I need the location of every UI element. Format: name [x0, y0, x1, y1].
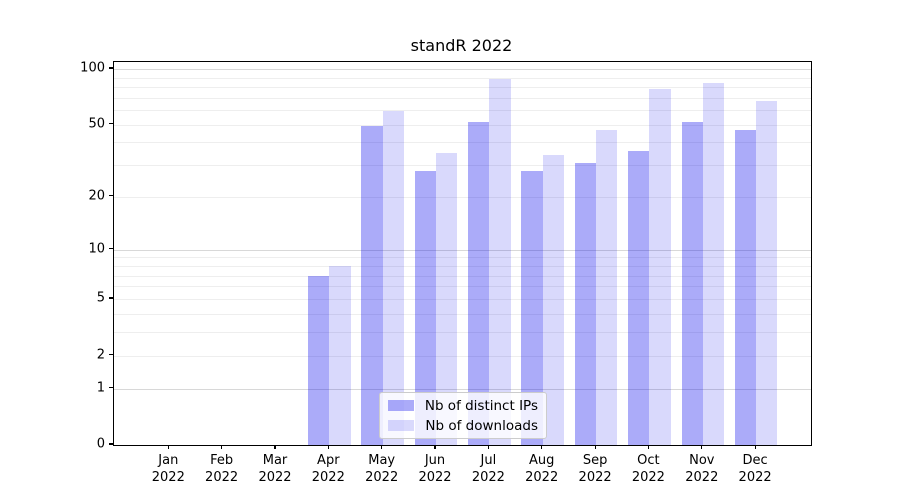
- x-tick: [594, 445, 596, 450]
- x-tick-label: Jun 2022: [418, 453, 452, 485]
- y-tick-label: 0: [96, 436, 105, 452]
- bar-ips-aug: [521, 170, 543, 445]
- x-tick-label: Dec 2022: [738, 453, 772, 485]
- bar-ips-dec: [734, 129, 757, 445]
- x-tick: [381, 445, 383, 450]
- gridline: [114, 257, 811, 259]
- x-tick: [754, 445, 756, 450]
- gridline: [114, 110, 811, 111]
- y-tick: [108, 67, 113, 69]
- bar-ips-oct: [628, 150, 650, 445]
- gridline: [114, 97, 811, 99]
- bar-ips-sep: [574, 162, 597, 445]
- bar-ips-jul: [468, 121, 490, 445]
- x-tick-label: Oct 2022: [631, 453, 665, 485]
- gridline: [114, 142, 811, 144]
- y-tick: [108, 123, 113, 125]
- y-tick-label: 100: [80, 60, 105, 76]
- bar-downloads-oct: [649, 89, 671, 445]
- y-tick-label: 1: [96, 380, 105, 395]
- x-tick: [434, 445, 436, 450]
- x-tick-label: Feb 2022: [205, 453, 239, 485]
- y-tick-label: 10: [88, 241, 105, 257]
- legend: Nb of distinct IPs Nb of downloads: [379, 392, 547, 439]
- bar-ips-jun: [414, 170, 436, 445]
- x-tick: [221, 445, 223, 450]
- gridline: [114, 313, 811, 315]
- bar-downloads-may: [382, 111, 404, 445]
- legend-swatch-ips: [388, 400, 414, 411]
- legend-label-downloads: Nb of downloads: [425, 417, 538, 434]
- bar-ips-nov: [681, 121, 703, 445]
- x-tick-label: Aug 2022: [525, 453, 559, 485]
- bar-downloads-jun: [436, 153, 458, 445]
- x-tick: [541, 445, 543, 450]
- x-tick: [327, 445, 329, 450]
- x-tick-label: Nov 2022: [685, 453, 719, 485]
- y-tick: [108, 248, 113, 250]
- gridline: [114, 275, 811, 277]
- x-tick: [647, 445, 649, 450]
- gridline: [114, 286, 811, 288]
- gridline: [114, 299, 811, 300]
- bar-downloads-apr: [329, 266, 351, 445]
- y-tick-label: 20: [88, 188, 105, 204]
- gridline: [114, 266, 811, 267]
- bar-ips-apr: [308, 275, 330, 445]
- bar-downloads-aug: [542, 155, 564, 445]
- x-tick: [274, 445, 276, 450]
- gridline: [114, 77, 811, 79]
- gridline: [114, 86, 811, 88]
- y-tick-label: 5: [96, 290, 105, 306]
- gridline: [114, 355, 811, 357]
- y-tick: [108, 353, 113, 356]
- gridline: [114, 69, 811, 70]
- gridline: [114, 388, 811, 390]
- x-tick-label: Jul 2022: [471, 453, 505, 485]
- x-tick: [487, 445, 489, 450]
- plot-area: Nb of distinct IPs Nb of downloads: [113, 61, 812, 446]
- legend-item-ips: Nb of distinct IPs: [388, 398, 538, 414]
- legend-swatch-downloads: [388, 420, 414, 431]
- chart-title: standR 2022: [410, 36, 513, 55]
- gridline: [114, 332, 811, 333]
- y-tick: [108, 443, 113, 445]
- x-tick-label: Apr 2022: [311, 453, 345, 485]
- gridline: [114, 196, 811, 198]
- bar-downloads-sep: [596, 129, 618, 445]
- bar-downloads-jul: [489, 79, 511, 445]
- x-tick-label: Sep 2022: [578, 453, 612, 485]
- bar-downloads-dec: [756, 101, 778, 445]
- bar-ips-may: [361, 126, 383, 445]
- y-tick: [108, 297, 113, 299]
- bar-downloads-nov: [702, 83, 725, 445]
- y-tick-label: 2: [96, 347, 105, 362]
- gridline: [114, 124, 811, 126]
- x-tick-label: Jan 2022: [151, 453, 185, 485]
- y-tick: [108, 195, 113, 197]
- y-tick: [108, 386, 113, 389]
- gridline: [114, 249, 811, 251]
- legend-item-downloads: Nb of downloads: [388, 418, 538, 434]
- legend-label-ips: Nb of distinct IPs: [424, 397, 538, 414]
- x-tick-label: May 2022: [365, 453, 399, 485]
- x-tick: [701, 445, 703, 450]
- y-tick-label: 50: [88, 116, 105, 132]
- gridline: [114, 165, 811, 167]
- x-tick: [167, 445, 169, 450]
- x-tick-label: Mar 2022: [258, 453, 292, 485]
